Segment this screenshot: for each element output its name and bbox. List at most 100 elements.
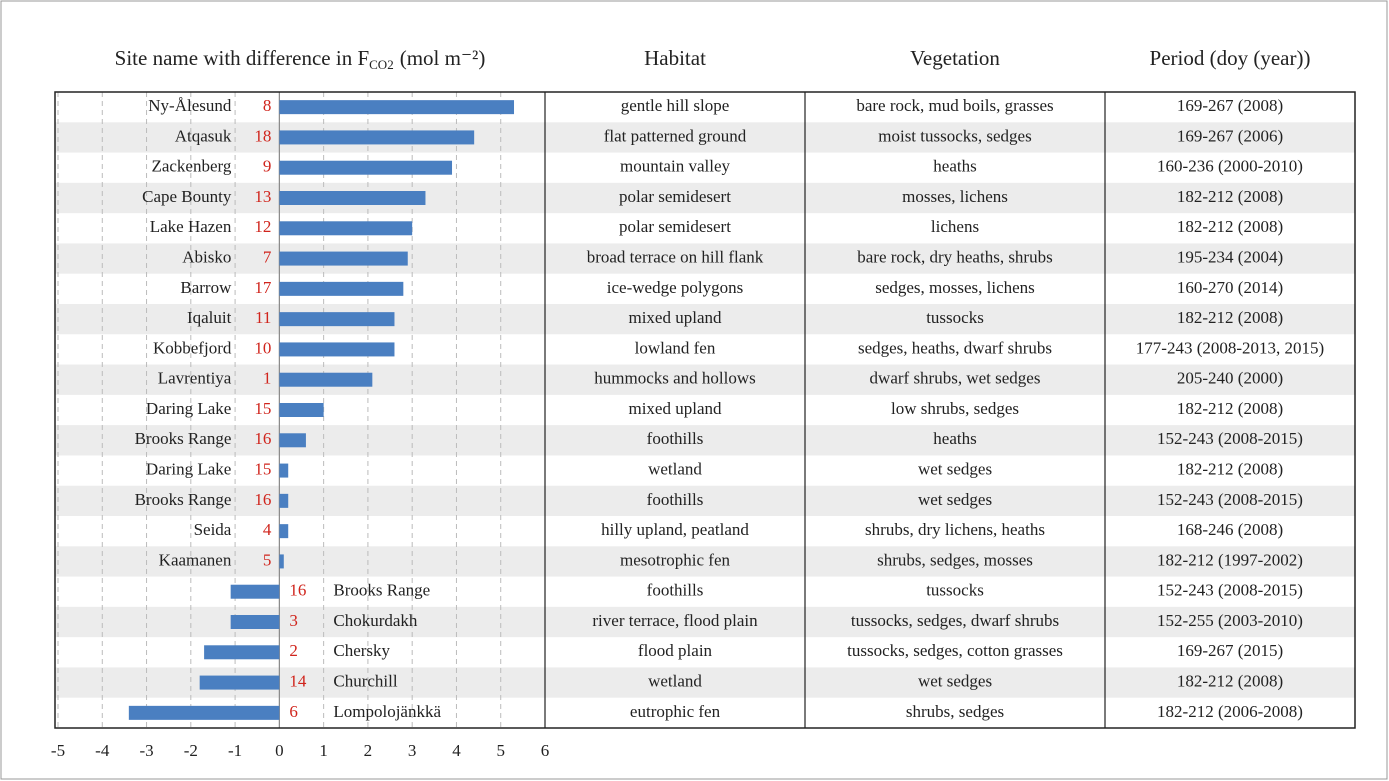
site-name: Lompolojänkkä: [333, 702, 441, 721]
site-name: Barrow: [180, 278, 232, 297]
bar: [279, 493, 289, 508]
bar: [279, 251, 408, 266]
row-shade: [55, 182, 1355, 214]
table-cell: tussocks, sedges, dwarf shrubs: [851, 611, 1059, 630]
table-cell: wetland: [648, 671, 702, 690]
row-shade: [55, 122, 1355, 153]
bar: [279, 554, 284, 569]
table-cell: wetland: [648, 459, 702, 478]
site-name: Churchill: [333, 671, 397, 690]
x-tick-label: -2: [184, 741, 198, 760]
site-name: Brooks Range: [333, 581, 430, 600]
site-name: Daring Lake: [146, 399, 231, 418]
title-subscript: CO2: [369, 57, 394, 72]
x-tick-label: -1: [228, 741, 242, 760]
table-cell: moist tussocks, sedges: [878, 126, 1031, 145]
table-cell: 168-246 (2008): [1177, 520, 1283, 539]
table-cell: mixed upland: [628, 308, 722, 327]
table-cell: bare rock, mud boils, grasses: [856, 96, 1053, 115]
table-cell: 182-212 (2006-2008): [1157, 702, 1303, 721]
site-id: 9: [263, 157, 272, 176]
table-cell: 152-243 (2008-2015): [1157, 581, 1303, 600]
site-name: Lake Hazen: [150, 217, 232, 236]
table-cell: lichens: [931, 217, 979, 236]
table-cell: low shrubs, sedges: [891, 399, 1019, 418]
table-cell: mesotrophic fen: [620, 550, 730, 569]
site-name: Abisko: [182, 247, 231, 266]
table-cell: bare rock, dry heaths, shrubs: [857, 247, 1052, 266]
table-cell: 205-240 (2000): [1177, 369, 1283, 388]
table-cell: tussocks: [926, 308, 984, 327]
table-cell: 182-212 (2008): [1177, 308, 1283, 327]
site-id: 7: [263, 247, 272, 266]
site-id: 3: [289, 611, 298, 630]
x-tick-label: 2: [364, 741, 373, 760]
table-cell: river terrace, flood plain: [592, 611, 758, 630]
x-tick-label: 0: [275, 741, 284, 760]
bar: [230, 615, 280, 629]
site-name: Zackenberg: [151, 157, 231, 176]
site-id: 17: [254, 278, 272, 297]
table-cell: polar semidesert: [619, 187, 731, 206]
site-id: 16: [254, 490, 271, 509]
site-name: Iqaluit: [187, 308, 232, 327]
bar: [279, 221, 413, 236]
table-cell: 195-234 (2004): [1177, 247, 1283, 266]
site-name: Kaamanen: [159, 550, 232, 569]
x-tick-label: 6: [541, 741, 550, 760]
site-name: Brooks Range: [135, 490, 232, 509]
table-cell: sedges, heaths, dwarf shrubs: [858, 338, 1052, 357]
site-name: Brooks Range: [135, 429, 232, 448]
site-id: 2: [289, 641, 298, 660]
table-cell: broad terrace on hill flank: [587, 247, 764, 266]
table-cell: mosses, lichens: [902, 187, 1008, 206]
bar: [230, 584, 280, 599]
bar: [279, 342, 395, 357]
table-cell: 160-270 (2014): [1177, 278, 1283, 297]
table-cell: heaths: [933, 429, 976, 448]
site-name: Kobbefjord: [153, 338, 232, 357]
table-border: [54, 91, 1356, 729]
column-header: Vegetation: [910, 46, 1000, 70]
table-cell: 160-236 (2000-2010): [1157, 157, 1303, 176]
bar: [128, 705, 280, 720]
table-cell: 152-243 (2008-2015): [1157, 490, 1303, 509]
site-id: 4: [263, 520, 272, 539]
x-tick-label: -4: [95, 741, 110, 760]
site-name: Atqasuk: [175, 126, 232, 145]
site-name: Chersky: [333, 641, 390, 660]
site-name: Daring Lake: [146, 459, 231, 478]
table-cell: 152-255 (2003-2010): [1157, 611, 1303, 630]
table-cell: 169-267 (2015): [1177, 641, 1283, 660]
table-cell: 169-267 (2008): [1177, 96, 1283, 115]
table-cell: polar semidesert: [619, 217, 731, 236]
table-cell: tussocks, sedges, cotton grasses: [847, 641, 1063, 660]
site-name: Seida: [194, 520, 232, 539]
bar: [279, 372, 373, 387]
table-cell: 182-212 (2008): [1177, 459, 1283, 478]
title-text: Site name with difference in F: [115, 46, 369, 70]
table-cell: hummocks and hollows: [594, 369, 756, 388]
table-cell: shrubs, dry lichens, heaths: [865, 520, 1045, 539]
site-id: 15: [254, 399, 271, 418]
site-name: Cape Bounty: [142, 187, 232, 206]
bar: [279, 524, 289, 539]
x-tick-label: 1: [319, 741, 328, 760]
row-shade: [55, 546, 1355, 577]
x-tick-label: -3: [139, 741, 153, 760]
x-tick-label: 4: [452, 741, 461, 760]
site-id: 6: [289, 702, 298, 721]
row-shade: [55, 304, 1355, 335]
row-shade: [55, 243, 1355, 274]
site-id: 8: [263, 96, 272, 115]
table-cell: flat patterned ground: [604, 126, 747, 145]
site-id: 5: [263, 550, 272, 569]
table-cell: shrubs, sedges, mosses: [877, 550, 1033, 569]
table-cell: wet sedges: [918, 490, 992, 509]
table-cell: 182-212 (2008): [1177, 399, 1283, 418]
table-cell: 152-243 (2008-2015): [1157, 429, 1303, 448]
bar: [279, 403, 324, 417]
site-id: 13: [254, 187, 271, 206]
